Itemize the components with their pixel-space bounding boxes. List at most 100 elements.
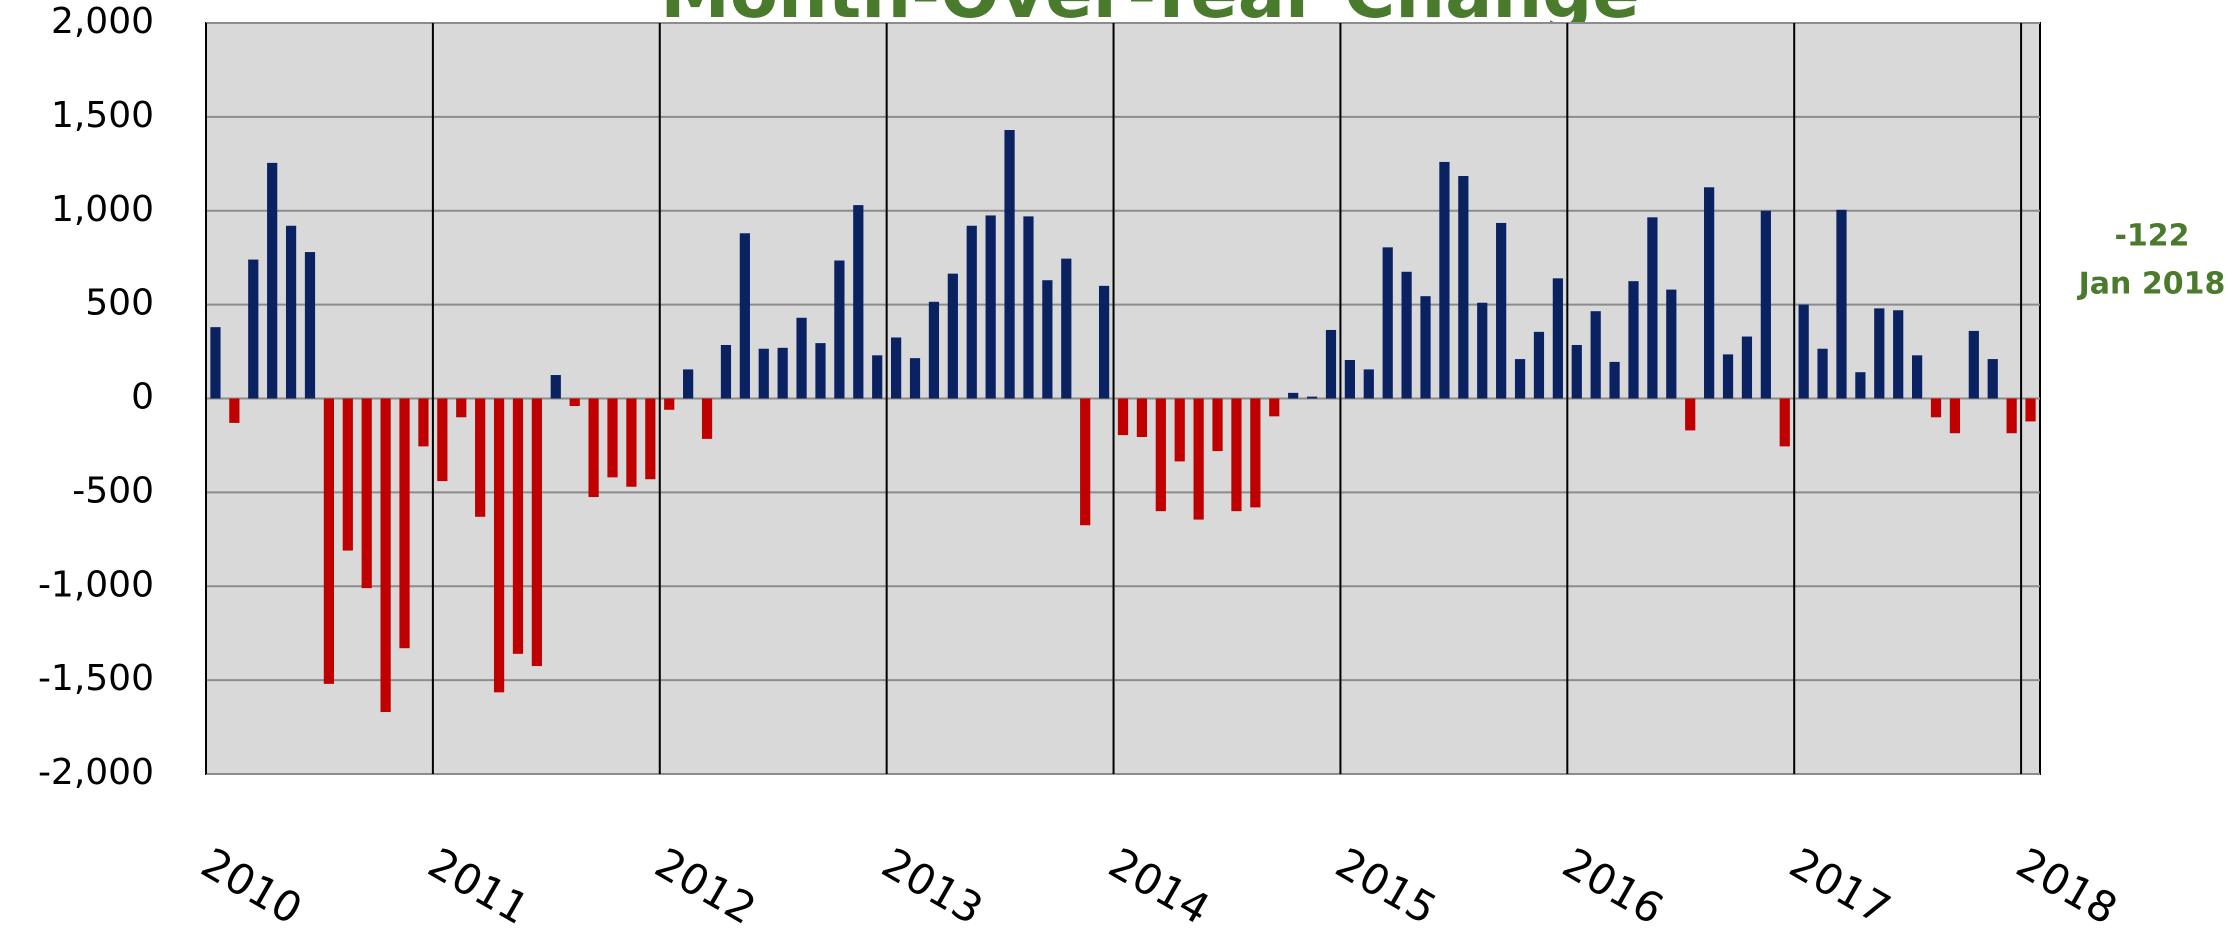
bar (1023, 216, 1034, 399)
y-tick-label: 1,500 (51, 95, 154, 136)
bar (1798, 304, 1809, 399)
bar (1571, 344, 1582, 399)
bar (1231, 398, 1242, 512)
bar (2025, 398, 2036, 422)
bar (891, 337, 902, 399)
bar (701, 398, 713, 439)
bar (1458, 176, 1469, 399)
bar (607, 398, 618, 478)
bar (1987, 359, 1998, 399)
y-tick-label: -1,000 (38, 564, 154, 605)
bar (1306, 396, 1318, 399)
bar (1590, 311, 1601, 399)
bar (645, 398, 656, 480)
bar (399, 398, 410, 649)
y-tick-label: 500 (85, 283, 154, 324)
bar (1061, 258, 1072, 399)
bar (210, 327, 221, 399)
x-tick-label: 2017 (1781, 838, 1898, 934)
bar (1080, 398, 1091, 526)
bar (1836, 209, 1847, 399)
bar (512, 398, 524, 654)
bar (1817, 348, 1828, 399)
x-tick-label: 2015 (1328, 838, 1445, 934)
x-tick-label: 2016 (1555, 838, 1672, 934)
bar (304, 252, 316, 399)
bar (248, 259, 259, 399)
bar (1874, 308, 1885, 399)
annotation: Jan 2018 (2077, 267, 2226, 302)
bar (418, 398, 429, 447)
bar (1250, 398, 1261, 508)
bar (361, 398, 372, 589)
bar (1212, 398, 1223, 452)
bar (437, 398, 448, 482)
bar (815, 343, 826, 399)
bar (777, 347, 788, 399)
x-tick-label: 2012 (647, 838, 764, 934)
y-tick-label: 1,000 (51, 189, 154, 230)
bar (664, 398, 675, 410)
bar (683, 369, 694, 399)
x-tick-label: 2010 (193, 838, 310, 934)
bar (1741, 336, 1753, 399)
bar (1174, 398, 1185, 462)
bar (1855, 372, 1866, 399)
y-tick-label: -500 (72, 470, 154, 511)
bar (493, 398, 505, 693)
bar (1117, 398, 1129, 436)
bar (1193, 398, 1204, 520)
bar (1439, 161, 1450, 399)
bar (985, 215, 996, 399)
bar (1344, 360, 1355, 399)
x-tick-label: 2018 (2008, 838, 2125, 934)
bar (966, 225, 977, 399)
y-tick-label: 2,000 (51, 1, 154, 42)
bar (285, 225, 297, 399)
y-tick-label: 0 (131, 377, 154, 418)
bar (1155, 398, 1166, 512)
bar (550, 375, 561, 399)
bar (1042, 280, 1053, 399)
y-tick-label: -1,500 (38, 658, 154, 699)
bar (947, 273, 958, 399)
bar (626, 398, 637, 487)
bar (872, 355, 883, 399)
bar (267, 162, 278, 399)
bar (909, 358, 921, 399)
bar (1004, 130, 1015, 399)
bar (1760, 210, 1771, 399)
bar (1401, 271, 1412, 399)
bar (1704, 187, 1715, 399)
bar (1363, 369, 1374, 399)
bar (588, 398, 599, 498)
bar (853, 205, 864, 399)
bar (342, 398, 353, 551)
bar (1911, 355, 1923, 399)
bar (1949, 398, 1961, 434)
bar (1779, 398, 1790, 447)
bar (2006, 398, 2017, 434)
bar (1647, 217, 1658, 399)
bar (1382, 247, 1393, 399)
bar (1722, 354, 1734, 399)
bar (1552, 278, 1563, 399)
bar (531, 398, 542, 667)
bar (834, 260, 845, 399)
bar (758, 348, 769, 399)
bar (475, 398, 486, 517)
annotation: -122 (2114, 219, 2189, 254)
bar (1685, 398, 1696, 431)
bar (1609, 361, 1620, 399)
bar (456, 398, 467, 418)
bar (1477, 302, 1488, 399)
x-tick-label: 2014 (1101, 838, 1218, 934)
bar (380, 398, 391, 713)
bar (569, 398, 580, 407)
bar (1893, 310, 1904, 399)
bar (1420, 296, 1431, 399)
bar (1666, 289, 1677, 399)
bar (323, 398, 335, 684)
bar (1288, 392, 1299, 399)
